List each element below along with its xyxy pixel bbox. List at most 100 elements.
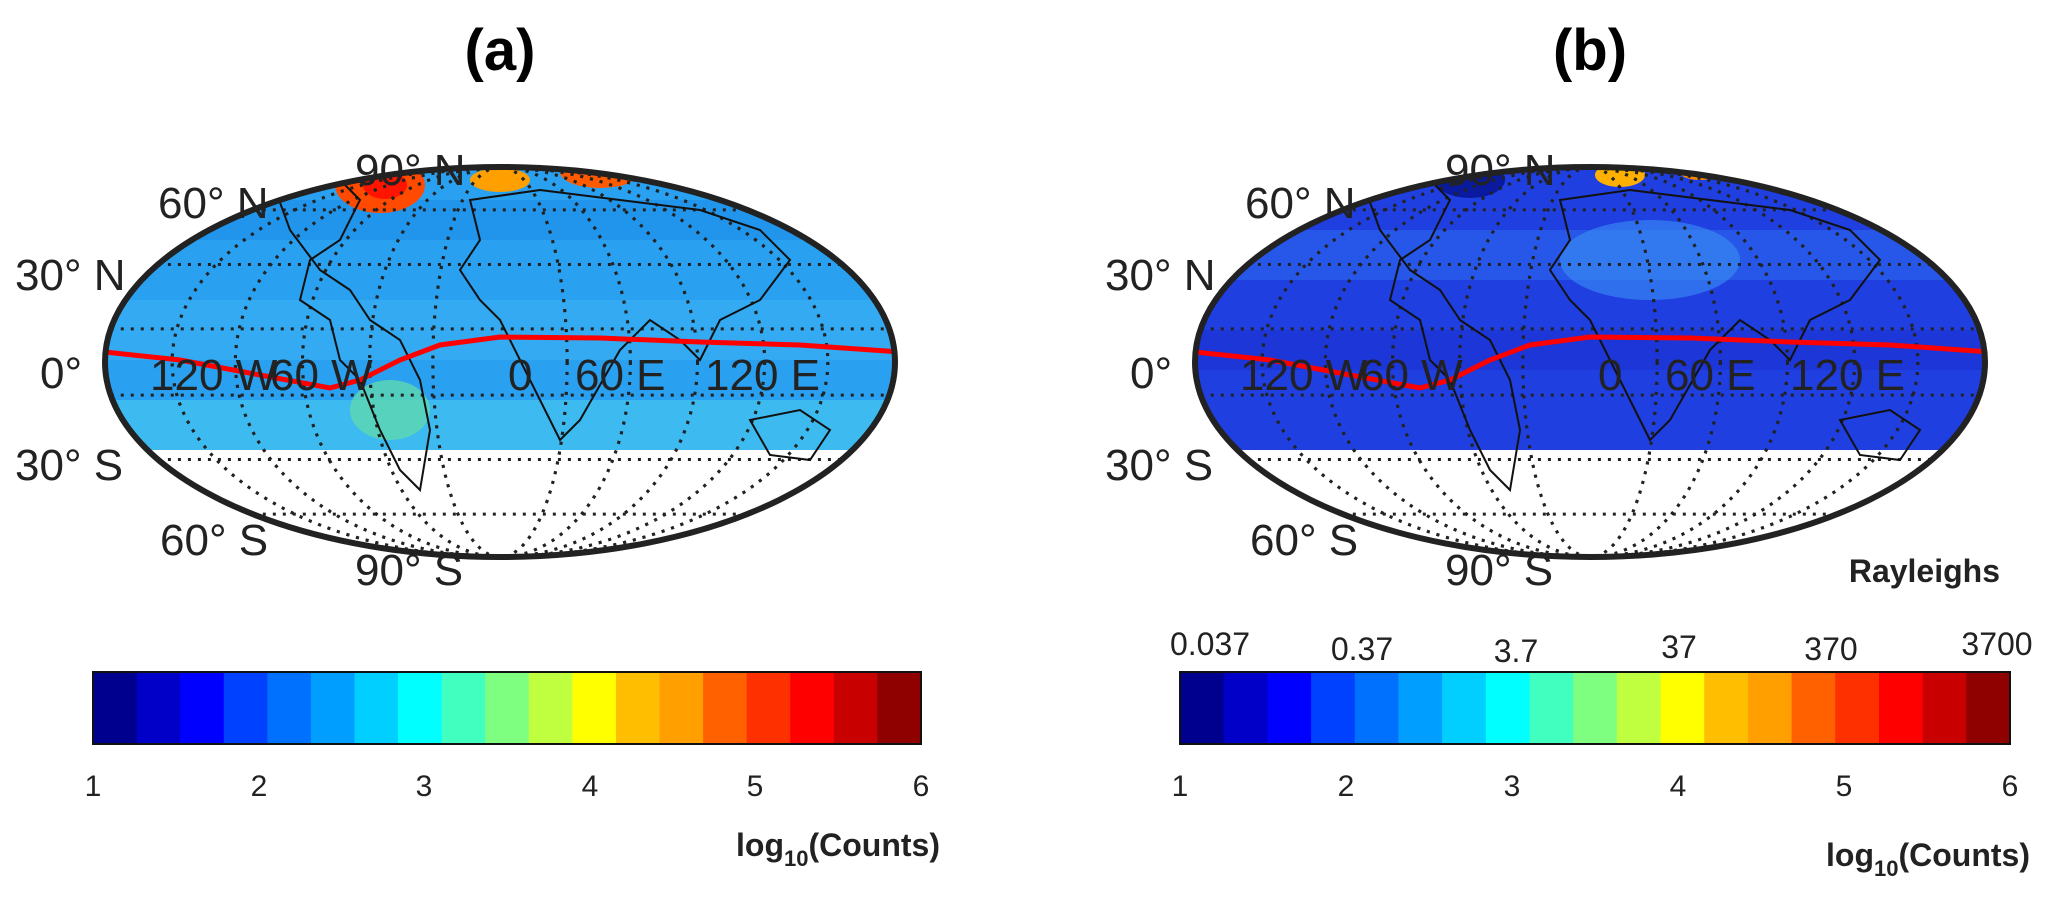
colorbar-swatch: [1311, 672, 1356, 744]
colorbar-a: [92, 671, 922, 745]
colorbar-b-tick-2: 2: [1338, 770, 1355, 803]
map-b-lat-0: 0°: [1130, 349, 1172, 398]
colorbar-swatch: [703, 672, 748, 744]
colorbar-swatch: [398, 672, 443, 744]
graticule-meridian: [1260, 167, 1920, 557]
panel-b-title: (b): [1553, 18, 1627, 83]
graticule-meridian: [170, 167, 830, 557]
map-b-outline: [1192, 164, 1988, 560]
colorbar-swatch: [267, 672, 312, 744]
colorbar-a-label: log10(Counts): [736, 827, 940, 871]
graticule-meridian: [1521, 167, 1659, 557]
colorbar-swatch: [572, 672, 617, 744]
colorbar-swatch: [1529, 672, 1574, 744]
colorbar-b-top-tick-1: 0.037: [1170, 626, 1250, 662]
colorbar-swatch: [310, 672, 355, 744]
map-b-lat-90s: 90° S: [1445, 546, 1553, 595]
colorbar-b-top-ticks: 0.037 0.37 3.7 37 370 3700: [1170, 626, 2033, 669]
colorbar-swatch: [746, 672, 791, 744]
colorbar-swatch: [354, 672, 399, 744]
graticule-meridian: [431, 167, 569, 557]
colorbar-swatch: [441, 672, 486, 744]
map-a-band-3: [105, 400, 895, 450]
colorbar-a-tick-5: 5: [747, 770, 764, 803]
graticule-meridian: [1458, 167, 1722, 557]
graticule-meridian: [301, 167, 699, 557]
colorbar-swatch: [1223, 672, 1268, 744]
colorbar-swatch: [1747, 672, 1793, 744]
map-a-aurora-hotspot-3: [470, 168, 530, 192]
colorbar-swatch: [1442, 672, 1487, 744]
map-b-lat-90n: 90° N: [1445, 146, 1556, 195]
map-a-equator-line: [105, 334, 895, 391]
map-b-lon-120w: 120 W: [1240, 351, 1368, 400]
colorbar-b-tick-1: 1: [1172, 770, 1189, 803]
graticule-meridian: [1391, 167, 1789, 557]
colorbar-swatch: [1180, 672, 1225, 744]
colorbar-b-tick-4: 4: [1670, 770, 1687, 803]
colorbar-b-top-tick-2: 0.37: [1331, 631, 1393, 667]
colorbar-swatch: [1573, 672, 1618, 744]
colorbar-b-tick-6: 6: [2002, 770, 2019, 803]
map-b-lat-30s: 30° S: [1105, 441, 1213, 490]
colorbar-swatch: [1966, 672, 2011, 744]
map-a-saa-region: [350, 380, 430, 440]
graticule-meridian: [233, 167, 767, 557]
map-b-region-1: [1560, 220, 1740, 300]
map-b-lat-labels: 60° N 30° N 0° 30° S 60° S 90° S 90° N: [1105, 146, 1556, 595]
colorbar-a-tick-3: 3: [416, 770, 433, 803]
colorbar-b-rayleighs-title: Rayleighs: [1849, 553, 2000, 589]
colorbar-swatch: [1354, 672, 1399, 744]
map-b-lon-60e: 60 E: [1665, 351, 1756, 400]
colorbar-b-tick-3: 3: [1504, 770, 1521, 803]
map-a-continents: [268, 168, 832, 493]
graticule-meridian: [1323, 167, 1857, 557]
map-b-lat-60s: 60° S: [1250, 516, 1358, 565]
panel-a: (a) 60° N 30° N 0° 30° S 60° S 90° S 90°…: [15, 18, 940, 871]
colorbar-swatch: [1485, 672, 1530, 744]
map-a-lat-90s: 90° S: [355, 546, 463, 595]
map-a-outline: [102, 164, 898, 560]
colorbar-b-top-tick-5: 370: [1804, 631, 1857, 667]
colorbar-b-top-tick-6: 3700: [1961, 626, 2032, 662]
map-a-lon-120e: 120 E: [705, 351, 820, 400]
colorbar-b-top-tick-3: 3.7: [1494, 633, 1538, 669]
map-b-equator-line: [1195, 334, 1985, 391]
colorbar-swatch: [1922, 672, 1967, 744]
graticule-meridian: [368, 167, 632, 557]
colorbar-swatch: [136, 672, 181, 744]
colorbar-b-ticks: 1 2 3 4 5 6: [1172, 770, 2019, 803]
map-a-lat-60n: 60° N: [158, 179, 269, 228]
colorbar-swatch: [1878, 672, 1924, 744]
colorbar-b-top-tick-4: 37: [1661, 629, 1697, 665]
colorbar-swatch: [223, 672, 268, 744]
colorbar-swatch: [833, 672, 878, 744]
map-a-grid: [105, 167, 895, 557]
colorbar-swatch: [1660, 672, 1705, 744]
map-a-lat-30n: 30° N: [15, 251, 126, 300]
colorbar-b-label: log10(Counts): [1826, 837, 2030, 881]
colorbar-swatch: [1267, 672, 1312, 744]
colorbar-swatch: [790, 672, 835, 744]
colorbar-b: [1179, 671, 2011, 745]
colorbar-swatch: [877, 672, 922, 744]
map-a-lon-labels: 120 W 60 W 0 60 E 120 E: [150, 351, 820, 400]
colorbar-a-ticks: 1 2 3 4 5 6: [85, 770, 930, 803]
colorbar-a-tick-6: 6: [913, 770, 930, 803]
map-a-lon-60w: 60 W: [270, 351, 373, 400]
map-a-lon-60e: 60 E: [575, 351, 666, 400]
map-a-lat-30s: 30° S: [15, 441, 123, 490]
map-a-lon-0: 0: [508, 351, 532, 400]
colorbar-frame: [92, 671, 922, 745]
colorbar-swatch: [1398, 672, 1443, 744]
colorbar-swatch: [1791, 672, 1836, 744]
map-a-lat-90n: 90° N: [355, 146, 466, 195]
map-a-lat-0: 0°: [40, 349, 82, 398]
colorbar-swatch: [93, 672, 138, 744]
map-b-lon-60w: 60 W: [1360, 351, 1463, 400]
panel-a-title: (a): [465, 18, 536, 83]
map-a-lon-120w: 120 W: [150, 351, 278, 400]
map-b-lat-30n: 30° N: [1105, 251, 1216, 300]
colorbar-a-tick-1: 1: [85, 770, 102, 803]
